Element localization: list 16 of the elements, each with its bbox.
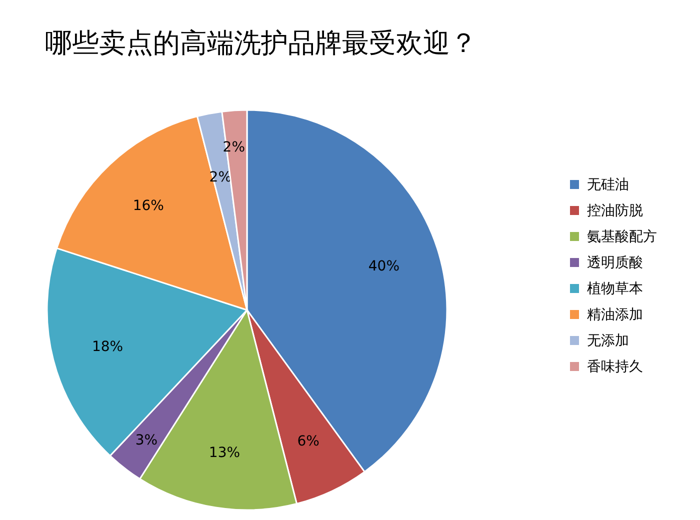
legend-label: 无添加 [587,333,629,349]
data-label: 3% [135,432,158,449]
legend-label: 透明质酸 [587,255,643,271]
legend-label: 无硅油 [587,177,629,193]
data-label: 6% [297,433,320,450]
chart-title: 哪些卖点的高端洗护品牌最受欢迎？ [45,28,477,59]
legend-label: 控油防脱 [587,203,643,219]
data-label: 13% [208,445,240,462]
legend-label: 氨基酸配方 [587,229,657,245]
data-label: 40% [368,258,400,274]
legend-label: 植物草本 [587,281,643,297]
legend-label: 精油添加 [587,307,643,323]
legend-label: 香味持久 [587,359,643,375]
data-label: 18% [92,338,124,355]
data-label: 16% [132,198,164,214]
data-label: 2% [222,139,245,156]
